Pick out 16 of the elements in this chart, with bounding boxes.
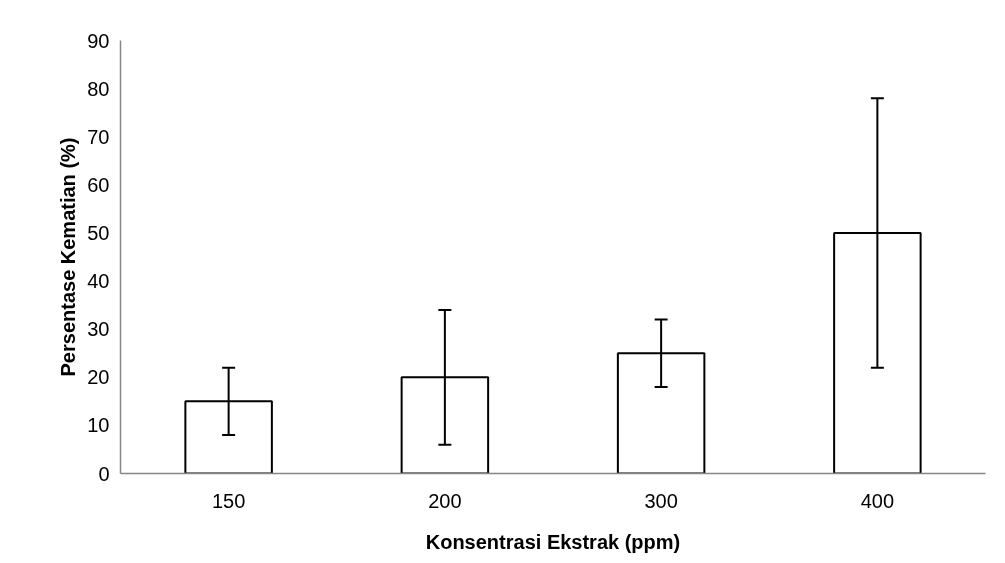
x-tick-label: 300 bbox=[644, 489, 678, 512]
y-axis-title: Persentase Kematian (%) bbox=[57, 137, 80, 377]
y-tick-label: 10 bbox=[87, 414, 110, 437]
y-tick-label: 30 bbox=[87, 318, 110, 341]
x-tick-label: 150 bbox=[211, 489, 246, 512]
y-tick-label: 20 bbox=[87, 366, 110, 389]
y-tick-label: 50 bbox=[87, 221, 110, 244]
x-tick-label: 200 bbox=[428, 489, 462, 512]
x-tick-label: 400 bbox=[860, 489, 895, 512]
y-tick-label: 90 bbox=[87, 29, 110, 52]
y-tick-label: 40 bbox=[87, 270, 110, 293]
x-axis-title: Konsentrasi Ekstrak (ppm) bbox=[425, 530, 681, 553]
y-tick-label: 80 bbox=[87, 77, 110, 100]
y-tick-label: 0 bbox=[98, 462, 110, 485]
y-tick-label: 70 bbox=[87, 125, 110, 148]
y-tick-label: 60 bbox=[87, 173, 110, 196]
